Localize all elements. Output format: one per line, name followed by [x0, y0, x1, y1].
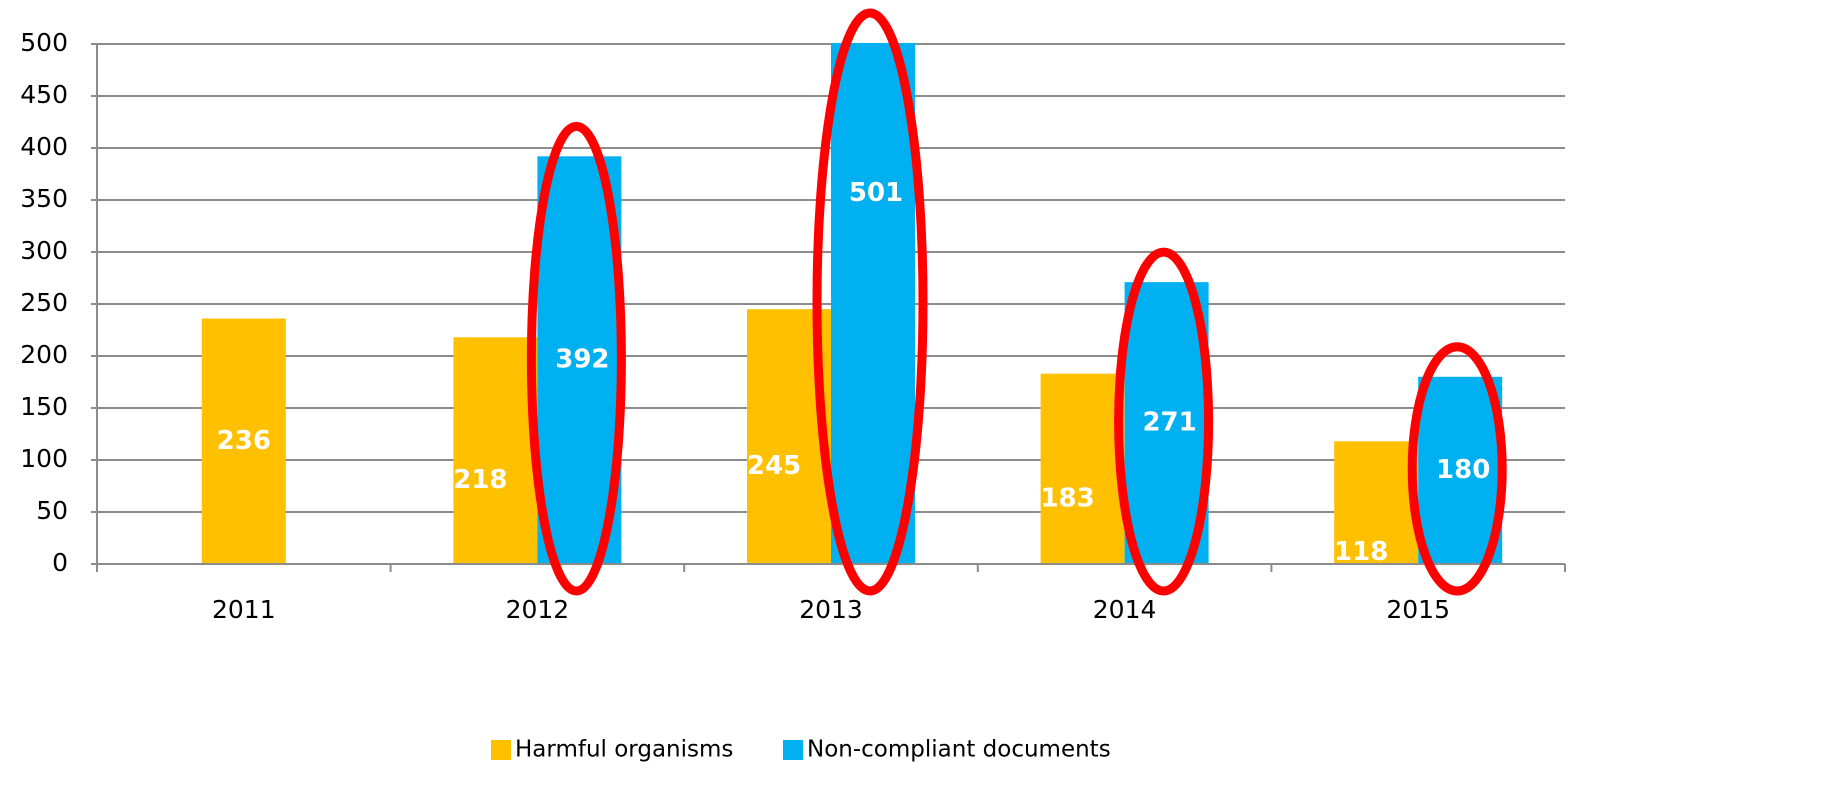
- y-tick-label-300: 300: [20, 236, 68, 265]
- y-tick-label-250: 250: [20, 288, 68, 317]
- x-tick-label-2015: 2015: [1386, 595, 1450, 624]
- legend-label-non-compliant-documents: Non-compliant documents: [807, 737, 1111, 763]
- y-tick-label-100: 100: [20, 444, 68, 473]
- highlight-annotations: [526, 8, 1507, 596]
- legend: Harmful organisms Non-compliant documents: [491, 737, 1111, 763]
- highlight-ellipse-2012: [526, 121, 626, 596]
- x-tick-label-2012: 2012: [506, 595, 570, 624]
- y-tick-label-500: 500: [20, 28, 68, 57]
- bar-non-compliant-documents-2015: [1418, 376, 1503, 564]
- data-label-harmful-organisms-2015: 118: [1334, 537, 1388, 567]
- x-tick-label-2011: 2011: [212, 595, 276, 624]
- data-label-harmful-organisms-2013: 245: [747, 451, 801, 481]
- highlight-ellipse-2013: [812, 8, 928, 596]
- bar-harmful-organisms-2015: [1334, 441, 1419, 564]
- data-label-non-compliant-documents-2013: 501: [849, 178, 903, 208]
- x-tick-label-2014: 2014: [1093, 595, 1157, 624]
- x-axis: 2011 2012 2013 2014 2015: [96, 563, 1566, 624]
- y-tick-label-450: 450: [20, 80, 68, 109]
- bar-harmful-organisms-2012: [453, 337, 538, 564]
- bar-harmful-organisms-2014: [1040, 373, 1125, 564]
- x-tick-label-2013: 2013: [799, 595, 863, 624]
- y-tick-label-0: 0: [52, 548, 68, 577]
- legend-swatch-non-compliant-documents: [783, 740, 803, 760]
- bar-non-compliant-documents-2014: [1124, 282, 1209, 564]
- y-tick-label-400: 400: [20, 132, 68, 161]
- y-tick-label-50: 50: [36, 496, 68, 525]
- highlight-ellipse-2015: [1407, 342, 1507, 596]
- y-tick-label-150: 150: [20, 392, 68, 421]
- y-tick-label-350: 350: [20, 184, 68, 213]
- data-label-non-compliant-documents-2012: 392: [555, 345, 609, 375]
- y-tick-label-200: 200: [20, 340, 68, 369]
- data-label-harmful-organisms-2014: 183: [1040, 483, 1094, 513]
- data-label-non-compliant-documents-2014: 271: [1142, 408, 1196, 438]
- bar-non-compliant-documents-2012: [537, 156, 622, 564]
- bar-harmful-organisms-2011: [201, 318, 286, 564]
- bars: [201, 42, 1503, 564]
- bar-non-compliant-documents-2013: [831, 42, 915, 564]
- data-label-harmful-organisms-2011: 236: [217, 426, 271, 456]
- data-label-non-compliant-documents-2015: 180: [1436, 455, 1490, 485]
- highlight-ellipse-2014: [1114, 247, 1214, 596]
- data-labels: 236 218 392 245 501 183 271 118 180: [217, 178, 1491, 567]
- y-axis: 0 50 100 150 200 250 300 350 400 450 500: [20, 28, 98, 577]
- legend-swatch-harmful-organisms: [491, 740, 511, 760]
- data-label-harmful-organisms-2012: 218: [453, 465, 507, 495]
- legend-label-harmful-organisms: Harmful organisms: [515, 737, 733, 763]
